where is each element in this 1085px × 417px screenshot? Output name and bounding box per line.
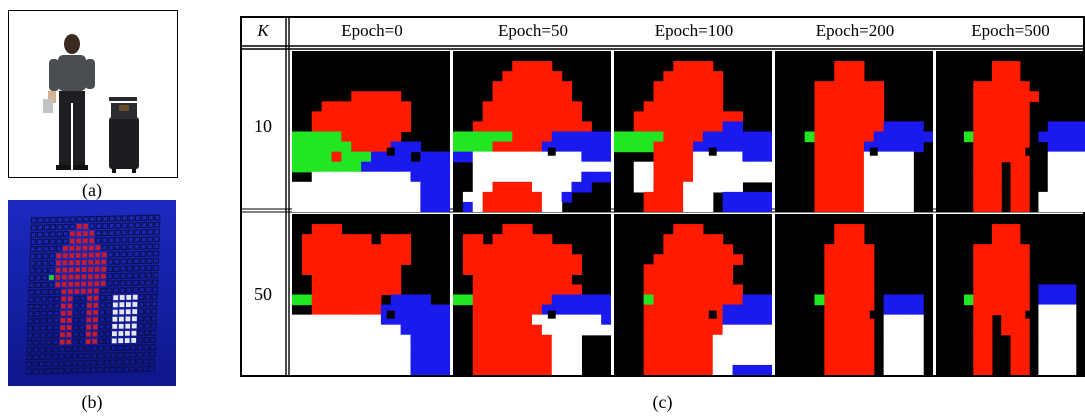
- segmentation-map-k10-epoch-col-2: [614, 51, 772, 212]
- caption-c: (c): [652, 392, 673, 412]
- k-value-10: 10: [254, 116, 272, 136]
- k-column-header: K: [257, 21, 269, 40]
- segmentation-map-k50-epoch-col-3: [775, 214, 933, 375]
- segmentation-map-k50-epoch-col-2: [614, 214, 772, 375]
- caption-a: (a): [82, 180, 102, 200]
- segmentation-table: K Epoch=0 Epoch=50 Epoch=100 Epoch=200 E…: [240, 16, 1085, 377]
- voxel-grid-render: [8, 200, 176, 386]
- epoch-header-1: Epoch=50: [497, 21, 569, 40]
- epoch-header-0: Epoch=0: [341, 21, 403, 40]
- segmentation-map-k10-epoch-col-3: [775, 51, 933, 212]
- segmentation-map-k50-epoch-col-1: [453, 214, 611, 375]
- photo-panel: [8, 10, 178, 178]
- caption-b: (b): [81, 392, 103, 412]
- segmentation-map-k50-epoch-col-0: [292, 214, 450, 375]
- segmentation-map-k10-epoch-col-1: [453, 51, 611, 212]
- grid-render-panel: [8, 200, 176, 386]
- epoch-header-3: Epoch=200: [815, 21, 895, 40]
- segmentation-map-k10-epoch-col-0: [292, 51, 450, 212]
- segmentation-map-k10-epoch-col-4: [936, 51, 1085, 212]
- epoch-header-4: Epoch=500: [971, 21, 1050, 40]
- segmentation-map-k50-epoch-col-4: [936, 214, 1085, 375]
- person-with-suitcase-photo: [9, 11, 177, 177]
- epoch-header-2: Epoch=100: [654, 21, 734, 40]
- k-value-50: 50: [254, 284, 272, 304]
